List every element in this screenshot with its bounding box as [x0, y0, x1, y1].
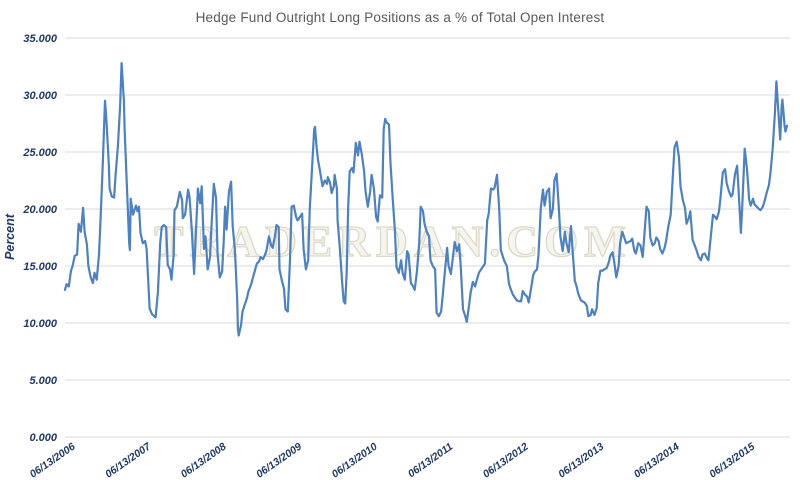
x-tick-label: 06/13/2008	[179, 441, 229, 480]
y-tick-label: 15.000	[23, 261, 58, 273]
x-tick-label: 06/13/2010	[330, 441, 380, 480]
chart-title: Hedge Fund Outright Long Positions as a …	[195, 10, 605, 25]
x-tick-label: 06/13/2011	[406, 441, 455, 480]
y-axis-label: Percent	[3, 213, 17, 260]
x-tick-label: 06/13/2013	[556, 441, 606, 480]
y-tick-label: 20.000	[22, 204, 58, 216]
x-tick-label: 06/13/2012	[481, 441, 531, 480]
x-tick-label: 06/13/2014	[632, 441, 682, 480]
y-tick-label: 30.000	[23, 90, 58, 102]
y-tick-label: 10.000	[23, 318, 58, 330]
x-tick-label: 06/13/2015	[707, 441, 757, 480]
y-tick-label: 25.000	[22, 147, 58, 159]
y-axis-tick-labels: 0.000 5.000 10.000 15.000 20.000 25.000 30.000…	[22, 33, 58, 444]
x-tick-label: 06/13/2009	[254, 441, 304, 480]
x-tick-label: 06/13/2007	[103, 440, 154, 480]
y-tick-label: 0.000	[29, 432, 57, 444]
y-tick-label: 35.000	[23, 33, 58, 45]
x-tick-label: 06/13/2006	[28, 441, 78, 480]
data-line	[63, 61, 789, 337]
y-tick-label: 5.000	[29, 375, 57, 387]
x-axis-tick-labels: 06/13/2006 06/13/2007 06/13/2008 06/13/2009…	[28, 440, 758, 480]
gridlines	[65, 37, 790, 438]
